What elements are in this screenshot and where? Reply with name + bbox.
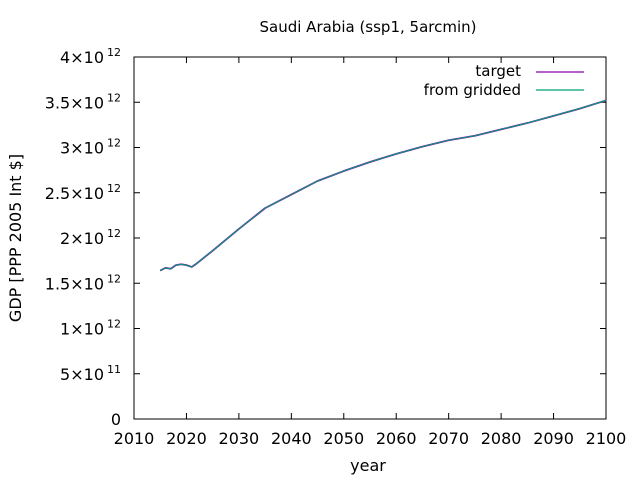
y-tick-label: 1×10 12 — [60, 318, 121, 339]
y-tick-exponent: 12 — [107, 272, 121, 285]
x-tick-label: 2040 — [271, 429, 312, 448]
y-tick-label: 1.5×10 12 — [45, 272, 121, 293]
y-tick-label: 2.5×10 12 — [45, 182, 121, 203]
series-line-from-gridded — [159, 99, 607, 272]
y-tick-label: 5×10 11 — [60, 363, 121, 384]
legend-label-target: target — [475, 62, 521, 80]
series-line-target — [159, 99, 607, 272]
y-tick-mantissa: 2.5×10 — [45, 184, 104, 203]
x-tick-label: 2080 — [481, 429, 522, 448]
axis-ticks: 2010 2020 2030 2040 2050 2060 2070 2080 2090 2100… — [45, 46, 627, 448]
y-tick-label: 0 — [111, 410, 121, 429]
x-tick-label: 2010 — [114, 429, 155, 448]
series-lines — [159, 99, 607, 272]
y-tick-mantissa: 3.5×10 — [45, 93, 104, 112]
y-tick-mantissa: 5×10 — [60, 365, 104, 384]
chart-title: Saudi Arabia (ssp1, 5arcmin) — [260, 18, 477, 36]
x-tick-label: 2090 — [533, 429, 574, 448]
y-tick-mantissa: 1×10 — [60, 320, 104, 339]
x-tick-label: 2070 — [428, 429, 469, 448]
y-tick-label: 4×10 12 — [60, 46, 121, 67]
y-tick-mantissa: 0 — [111, 410, 121, 429]
y-tick-exponent: 12 — [107, 46, 121, 59]
y-tick-mantissa: 2×10 — [60, 229, 104, 248]
y-tick-exponent: 12 — [107, 227, 121, 240]
y-tick-exponent: 12 — [107, 137, 121, 150]
x-tick-label: 2050 — [323, 429, 364, 448]
x-tick-label: 2100 — [586, 429, 627, 448]
y-tick-mantissa: 1.5×10 — [45, 274, 104, 293]
y-tick-label: 2×10 12 — [60, 227, 121, 248]
y-tick-exponent: 12 — [107, 91, 121, 104]
legend-label-from-gridded: from gridded — [424, 81, 521, 99]
x-axis-label: year — [350, 456, 386, 475]
plot-frame — [133, 56, 607, 420]
x-tick-label: 2020 — [166, 429, 207, 448]
y-tick-mantissa: 4×10 — [60, 48, 104, 67]
y-tick-mantissa: 3×10 — [60, 139, 104, 158]
legend: target from gridded — [424, 62, 584, 99]
x-tick-label: 2060 — [376, 429, 417, 448]
y-tick-label: 3×10 12 — [60, 137, 121, 158]
y-tick-exponent: 12 — [107, 182, 121, 195]
y-tick-exponent: 11 — [107, 363, 121, 376]
y-axis-label: GDP [PPP 2005 Int $] — [6, 154, 25, 322]
y-tick-exponent: 12 — [107, 318, 121, 331]
x-tick-label: 2030 — [219, 429, 260, 448]
y-tick-label: 3.5×10 12 — [45, 91, 121, 112]
